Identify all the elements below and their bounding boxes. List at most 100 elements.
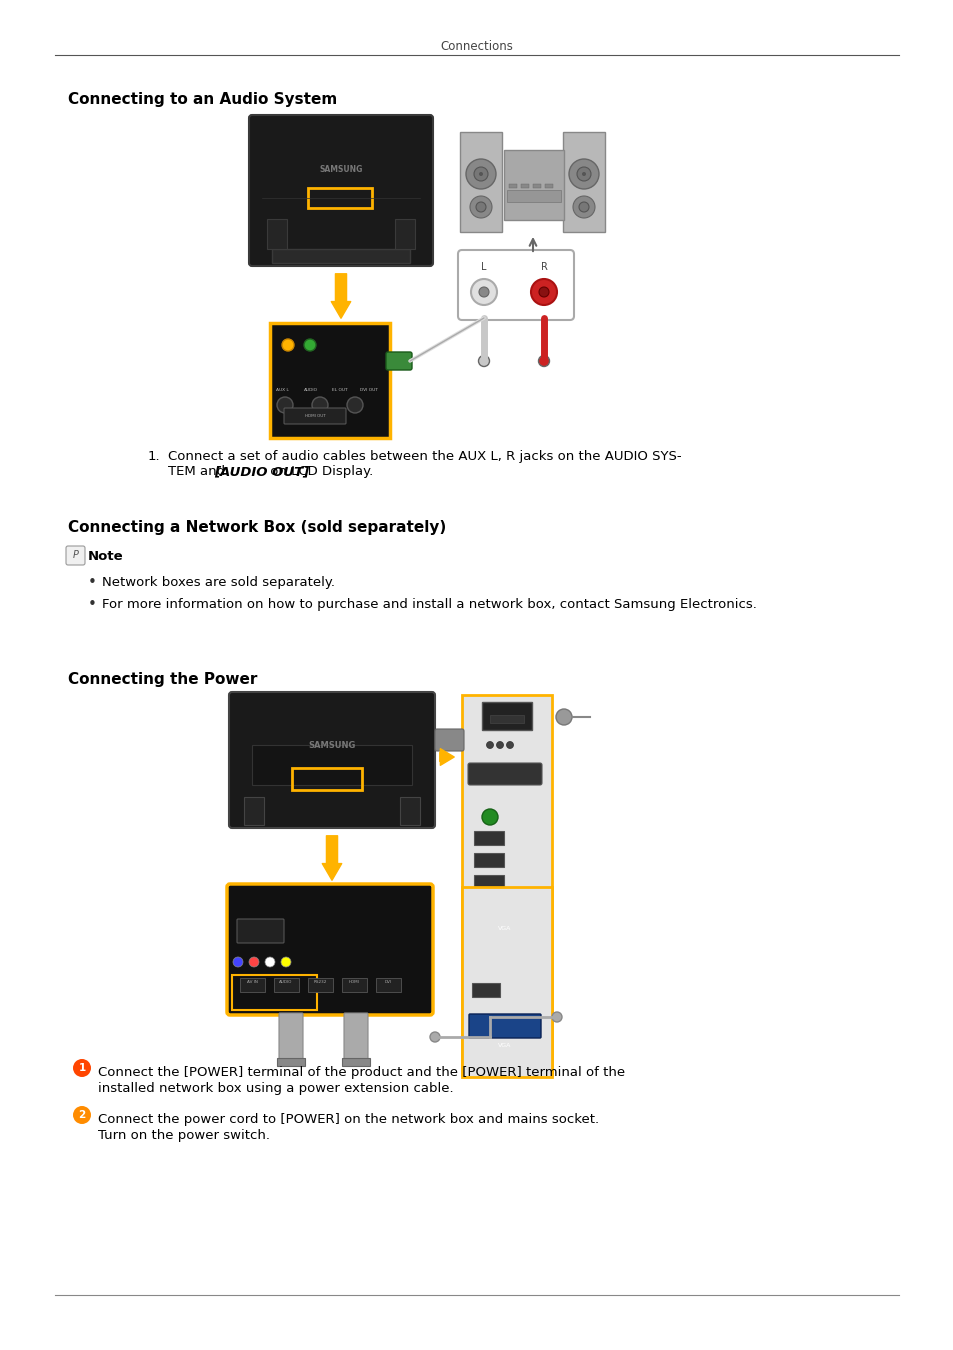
Bar [490, 716, 523, 724]
Text: R: R [540, 262, 547, 271]
Bar [474, 853, 503, 867]
Bar [503, 150, 563, 220]
Bar [474, 896, 503, 911]
FancyBboxPatch shape [249, 115, 433, 266]
FancyBboxPatch shape [386, 352, 412, 370]
Text: on LCD Display.: on LCD Display. [266, 464, 373, 478]
Text: AUDIO: AUDIO [279, 980, 293, 984]
Circle shape [478, 288, 489, 297]
FancyBboxPatch shape [236, 919, 284, 944]
Bar [274, 977, 298, 992]
Circle shape [478, 171, 482, 176]
Bar [308, 188, 372, 208]
Text: VGA: VGA [497, 1044, 511, 1048]
Bar [472, 983, 499, 998]
Circle shape [265, 957, 274, 967]
Text: VGA: VGA [497, 926, 511, 931]
Circle shape [465, 159, 496, 189]
Bar [544, 184, 553, 188]
Bar [240, 977, 265, 992]
Circle shape [73, 1058, 91, 1077]
Circle shape [486, 741, 493, 748]
Bar [375, 977, 400, 992]
Circle shape [531, 279, 557, 305]
Text: DVI: DVI [384, 980, 391, 984]
Bar [533, 184, 540, 188]
Circle shape [537, 355, 549, 366]
Text: P: P [72, 551, 78, 560]
Text: AUX L: AUX L [275, 387, 289, 392]
Bar [270, 323, 390, 437]
FancyBboxPatch shape [469, 917, 540, 941]
Bar [399, 796, 419, 825]
Text: SAMSUNG: SAMSUNG [308, 741, 355, 749]
Circle shape [578, 202, 588, 212]
Text: 2: 2 [78, 1110, 86, 1120]
Circle shape [496, 741, 503, 748]
Bar [474, 875, 503, 890]
Circle shape [281, 957, 291, 967]
Text: installed network box using a power extension cable.: installed network box using a power exte… [98, 1081, 453, 1095]
Circle shape [476, 202, 485, 212]
Text: •: • [88, 575, 97, 590]
Text: HDMI OUT: HDMI OUT [304, 414, 325, 418]
Text: HDMI: HDMI [348, 980, 359, 984]
Text: Note: Note [88, 549, 124, 563]
Circle shape [430, 1031, 439, 1042]
Text: 1.: 1. [148, 450, 160, 463]
Bar [459, 132, 501, 232]
Bar [341, 977, 367, 992]
Circle shape [581, 171, 585, 176]
Text: [AUDIO OUT]: [AUDIO OUT] [213, 464, 309, 478]
Circle shape [312, 397, 328, 413]
Text: Connect the [POWER] terminal of the product and the [POWER] terminal of the: Connect the [POWER] terminal of the prod… [98, 1066, 624, 1079]
Text: For more information on how to purchase and install a network box, contact Samsu: For more information on how to purchase … [102, 598, 756, 612]
Text: •: • [88, 597, 97, 612]
FancyBboxPatch shape [284, 408, 346, 424]
Text: AV IN: AV IN [246, 980, 257, 984]
Circle shape [552, 1012, 561, 1022]
FancyBboxPatch shape [66, 545, 85, 566]
Circle shape [249, 957, 258, 967]
Circle shape [506, 741, 513, 748]
Text: DVI OUT: DVI OUT [359, 387, 377, 392]
Circle shape [73, 1106, 91, 1125]
FancyArrowPatch shape [439, 749, 454, 765]
Bar [461, 695, 552, 1075]
Bar [276, 1058, 305, 1066]
Text: Connect the power cord to [POWER] on the network box and mains socket.: Connect the power cord to [POWER] on the… [98, 1112, 598, 1126]
Bar [520, 184, 529, 188]
Bar [267, 219, 287, 248]
Bar [509, 184, 517, 188]
Text: EL OUT: EL OUT [332, 387, 347, 392]
Bar [506, 190, 560, 202]
Text: Network boxes are sold separately.: Network boxes are sold separately. [102, 576, 335, 589]
Bar [562, 132, 604, 232]
Bar [395, 219, 415, 248]
FancyBboxPatch shape [229, 693, 435, 828]
Circle shape [474, 167, 488, 181]
Circle shape [282, 339, 294, 351]
Bar [308, 977, 333, 992]
Circle shape [577, 167, 590, 181]
Bar [292, 768, 361, 790]
Bar [232, 975, 316, 1010]
FancyBboxPatch shape [457, 250, 574, 320]
Circle shape [347, 397, 363, 413]
Text: SAMSUNG: SAMSUNG [319, 166, 362, 174]
Bar [244, 796, 264, 825]
Circle shape [556, 709, 572, 725]
Circle shape [276, 397, 293, 413]
Bar [474, 832, 503, 845]
Text: TEM and: TEM and [168, 464, 229, 478]
FancyBboxPatch shape [278, 1012, 303, 1062]
Text: Connect a set of audio cables between the AUX L, R jacks on the AUDIO SYS-: Connect a set of audio cables between th… [168, 450, 680, 463]
Circle shape [233, 957, 243, 967]
FancyBboxPatch shape [468, 763, 541, 784]
FancyBboxPatch shape [227, 884, 433, 1015]
Text: Connecting a Network Box (sold separately): Connecting a Network Box (sold separatel… [68, 520, 446, 535]
Text: Connecting the Power: Connecting the Power [68, 672, 257, 687]
Bar [474, 961, 503, 975]
Circle shape [478, 355, 489, 366]
Bar [252, 745, 412, 784]
